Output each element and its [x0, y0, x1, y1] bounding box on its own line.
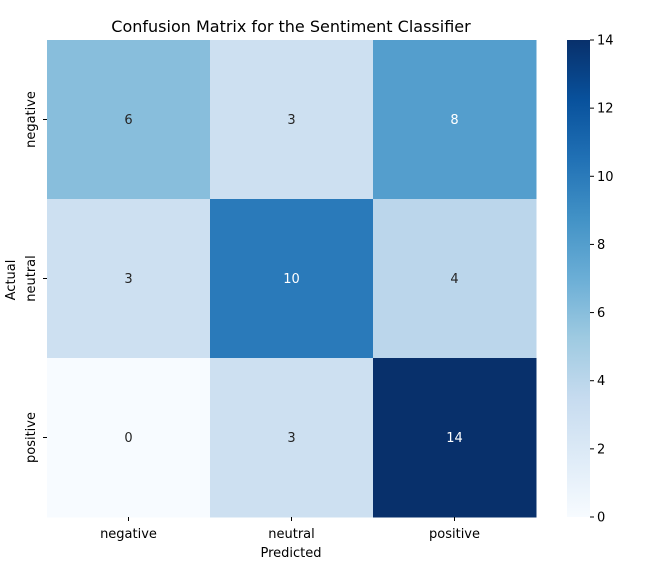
heatmap-cell-positive-negative	[47, 358, 211, 518]
colorbar-tick-label: 4	[597, 374, 605, 389]
cell-value-label: 10	[283, 272, 300, 287]
colorbar-tick-label: 6	[597, 306, 605, 321]
colorbar: 0 2 4 6 8 10 12 14	[567, 34, 614, 526]
heatmap-cell-negative-positive	[373, 40, 537, 200]
y-axis-ticks: negative neutral positive	[24, 91, 47, 463]
heatmap-cell-neutral-neutral	[210, 199, 374, 359]
colorbar-tick-label: 2	[597, 442, 605, 457]
cell-value-label: 8	[450, 113, 458, 128]
colorbar-tick-label: 12	[597, 102, 614, 117]
cell-value-label: 3	[124, 272, 132, 287]
heatmap-cells	[47, 40, 537, 518]
colorbar-tick-label: 8	[597, 238, 605, 253]
x-tick-label: negative	[100, 527, 157, 542]
cell-value-label: 3	[287, 431, 295, 446]
cell-value-label: 6	[124, 113, 132, 128]
x-tick-label: neutral	[268, 527, 315, 542]
cell-annotations: 6 3 8 3 10 4 0 3 14	[124, 113, 462, 446]
cell-value-label: 4	[450, 272, 458, 287]
colorbar-tick-label: 14	[597, 34, 614, 49]
chart-title: Confusion Matrix for the Sentiment Class…	[111, 17, 471, 36]
colorbar-tick-label: 10	[597, 170, 614, 185]
heatmap-cell-positive-positive	[373, 358, 537, 518]
heatmap-cell-negative-neutral	[210, 40, 374, 200]
y-tick-label: negative	[24, 91, 39, 148]
y-tick-label: positive	[24, 412, 39, 463]
cell-value-label: 3	[287, 113, 295, 128]
cell-value-label: 0	[124, 431, 132, 446]
colorbar-ticks: 0 2 4 6 8 10 12 14	[590, 34, 614, 526]
colorbar-tick-label: 0	[597, 511, 605, 526]
x-tick-label: positive	[429, 527, 480, 542]
heatmap-cell-neutral-negative	[47, 199, 211, 359]
colorbar-gradient	[567, 40, 590, 517]
cell-value-label: 14	[446, 431, 463, 446]
heatmap-cell-neutral-positive	[373, 199, 537, 359]
x-axis-ticks: negative neutral positive	[100, 517, 480, 542]
y-tick-label: neutral	[24, 255, 39, 302]
y-axis-label: Actual	[4, 260, 19, 301]
heatmap-cell-negative-negative	[47, 40, 211, 200]
x-axis-label: Predicted	[260, 546, 321, 561]
heatmap-cell-positive-neutral	[210, 358, 374, 518]
